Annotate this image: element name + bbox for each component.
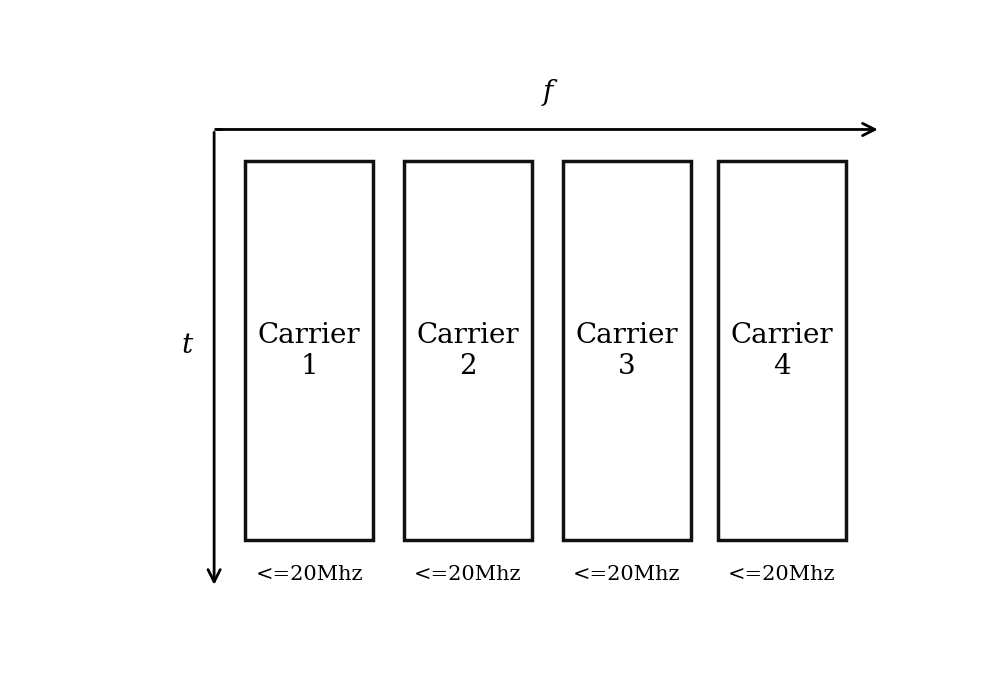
Text: Carrier
1: Carrier 1 [258,321,360,380]
Text: Carrier
4: Carrier 4 [730,321,833,380]
FancyBboxPatch shape [563,161,691,540]
Text: Carrier
2: Carrier 2 [417,321,519,380]
Text: <=20Mhz: <=20Mhz [255,565,363,584]
Text: <=20Mhz: <=20Mhz [414,565,522,584]
FancyBboxPatch shape [404,161,532,540]
Text: <=20Mhz: <=20Mhz [573,565,681,584]
Text: t: t [181,332,193,359]
FancyBboxPatch shape [245,161,373,540]
Text: f: f [542,79,552,106]
Text: <=20Mhz: <=20Mhz [728,565,836,584]
Text: Carrier
3: Carrier 3 [576,321,678,380]
FancyBboxPatch shape [718,161,846,540]
